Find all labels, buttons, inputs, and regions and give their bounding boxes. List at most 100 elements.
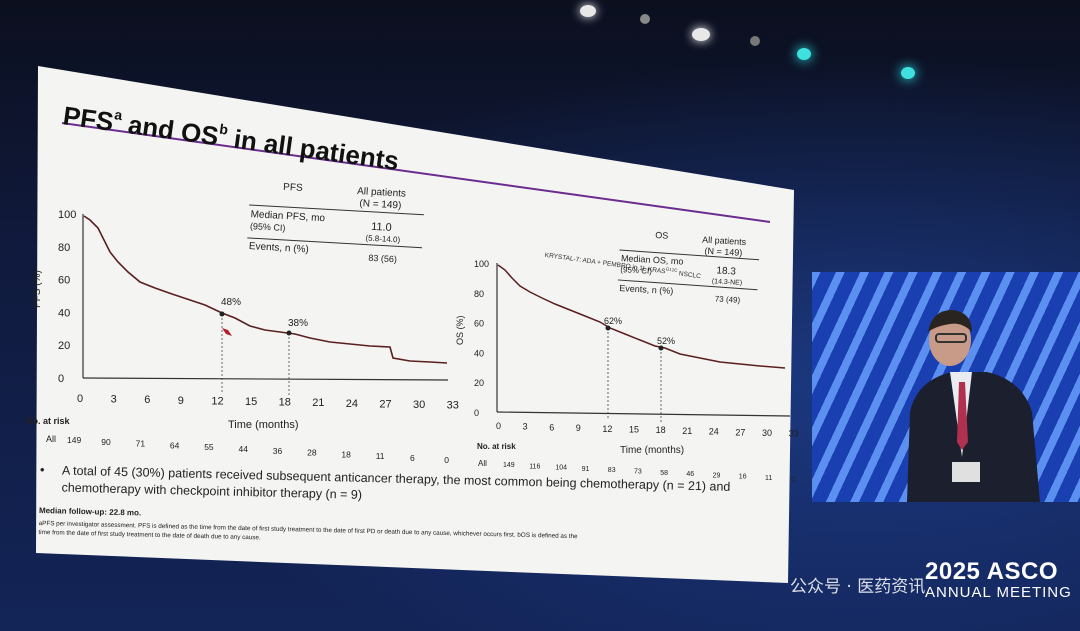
risk-count: 91 [582,466,590,473]
os-x-axis-label: Time (months) [620,445,684,456]
y-tick-label: 60 [58,275,70,287]
x-tick-label: 12 [211,395,223,407]
y-tick-label: 20 [58,340,70,352]
pfs-table-header: PFS [283,182,303,194]
ceiling-lights [0,0,1080,110]
asco-logo-main: 2025 ASCO [925,558,1059,585]
pfs-events-label: Events, n (%) [249,241,310,255]
x-tick-label: 18 [279,397,291,409]
pfs-pointer-mark [222,328,232,336]
x-tick-label: 24 [346,398,358,410]
y-tick-label: 40 [474,348,484,358]
x-tick-label: 21 [682,426,692,436]
risk-count: 55 [204,442,214,452]
risk-count: 83 [608,467,616,474]
y-tick-label: 60 [474,319,484,329]
os-y-axis-label: OS (%) [455,315,465,345]
os-table-header: OS [655,230,669,241]
pfs-ci-label: (95% CI) [250,221,286,233]
risk-count: 28 [307,448,317,458]
x-tick-label: 27 [735,427,745,437]
pfs-y-axis-label: PFS (%) [32,270,43,308]
os-chart: OS (%) 100 80 60 40 20 0 0 3 6 9 12 15 18 21 24 27 30 33… [455,259,799,456]
risk-count: 0 [444,455,449,465]
x-tick-label: 9 [576,423,581,433]
y-tick-label: 100 [58,209,76,221]
y-tick-label: 80 [474,289,484,299]
pfs-x-axis-label: Time (months) [228,419,299,431]
os-12mo-marker: 62% [604,316,622,326]
risk-count: 36 [273,446,283,456]
y-tick-label: 0 [58,373,64,385]
risk-count: 29 [713,472,721,479]
x-tick-label: 21 [312,397,324,409]
spotlight [640,14,650,24]
pfs-18mo-marker: 38% [288,318,308,329]
x-tick-label: 3 [523,422,528,432]
median-os-label: Median OS, mo [621,253,684,266]
median-os-value: 18.3 [716,265,736,277]
risk-count: 90 [101,437,111,447]
y-tick-label: 40 [58,307,70,319]
x-tick-label: 24 [709,427,719,437]
x-tick-label: 33 [789,429,799,439]
os-events-value: 73 (49) [715,294,741,304]
x-tick-label: 15 [629,425,639,435]
os-risk-row-label: All [478,459,487,468]
x-tick-label: 15 [245,396,257,408]
spotlight [901,67,915,79]
x-tick-label: 33 [447,400,459,412]
wechat-watermark: 公众号 · 医药资讯 [790,577,926,597]
risk-count: 16 [739,474,747,481]
risk-count: 149 [503,462,515,469]
risk-count: 46 [686,471,694,478]
y-tick-label: 100 [474,259,489,269]
speaker-figure [907,310,1040,502]
x-tick-label: 18 [656,425,666,435]
y-tick-label: 20 [474,378,484,388]
os-ci-value: (14.3-NE) [712,278,743,287]
risk-count: 44 [239,444,249,454]
risk-count: 73 [634,469,642,476]
median-pfs-label: Median PFS, mo [250,209,325,224]
spotlight [580,5,596,17]
risk-count: 0 [791,476,795,483]
os-table-header-all: All patients [702,235,747,247]
pfs-12mo-marker: 48% [221,297,241,308]
os-18mo-marker: 52% [657,336,675,346]
x-tick-label: 9 [178,395,184,407]
x-tick-label: 3 [111,394,117,406]
os-risk-label: No. at risk [477,442,516,451]
pfs-table-header-all: All patients [357,186,406,200]
os-ci-label: (95% CI) [620,265,652,276]
x-tick-label: 30 [413,399,425,411]
risk-count: 11 [765,475,772,482]
risk-count: 11 [376,451,385,461]
x-tick-label: 0 [77,393,83,405]
risk-count: 64 [170,440,180,450]
asco-logo-sub: ANNUAL MEETING [925,584,1072,601]
risk-count: 116 [529,463,540,470]
slide-surface [36,66,794,583]
bullet-dot: • [40,462,45,477]
risk-count: 18 [341,449,351,459]
risk-count: 71 [136,439,146,449]
pfs-km-curve [83,215,448,364]
pfs-chart: PFS (%) 100 80 60 40 20 0 0 3 6 9 12 15 18 21 24 27 30 3… [32,209,459,431]
spotlight [692,28,710,41]
y-tick-label: 80 [58,242,70,254]
risk-count: 104 [555,465,567,472]
os-events-label: Events, n (%) [619,283,674,296]
median-pfs-value: 11.0 [371,221,392,234]
spotlight [797,48,811,60]
pfs-risk-label: No. at risk [26,416,71,426]
risk-count: 6 [410,453,415,463]
risk-count: 149 [67,435,81,445]
asco-logo: 2025 ASCO ANNUAL MEETING [925,558,1072,601]
y-tick-label: 0 [474,408,479,418]
os-summary-table: OS All patients (N = 149) Median OS, mo … [617,230,760,305]
pfs-ci-value: (5.8-14.0) [365,234,400,245]
os-table-header-n: (N = 149) [704,246,742,258]
pfs-events-value: 83 (56) [368,253,397,265]
